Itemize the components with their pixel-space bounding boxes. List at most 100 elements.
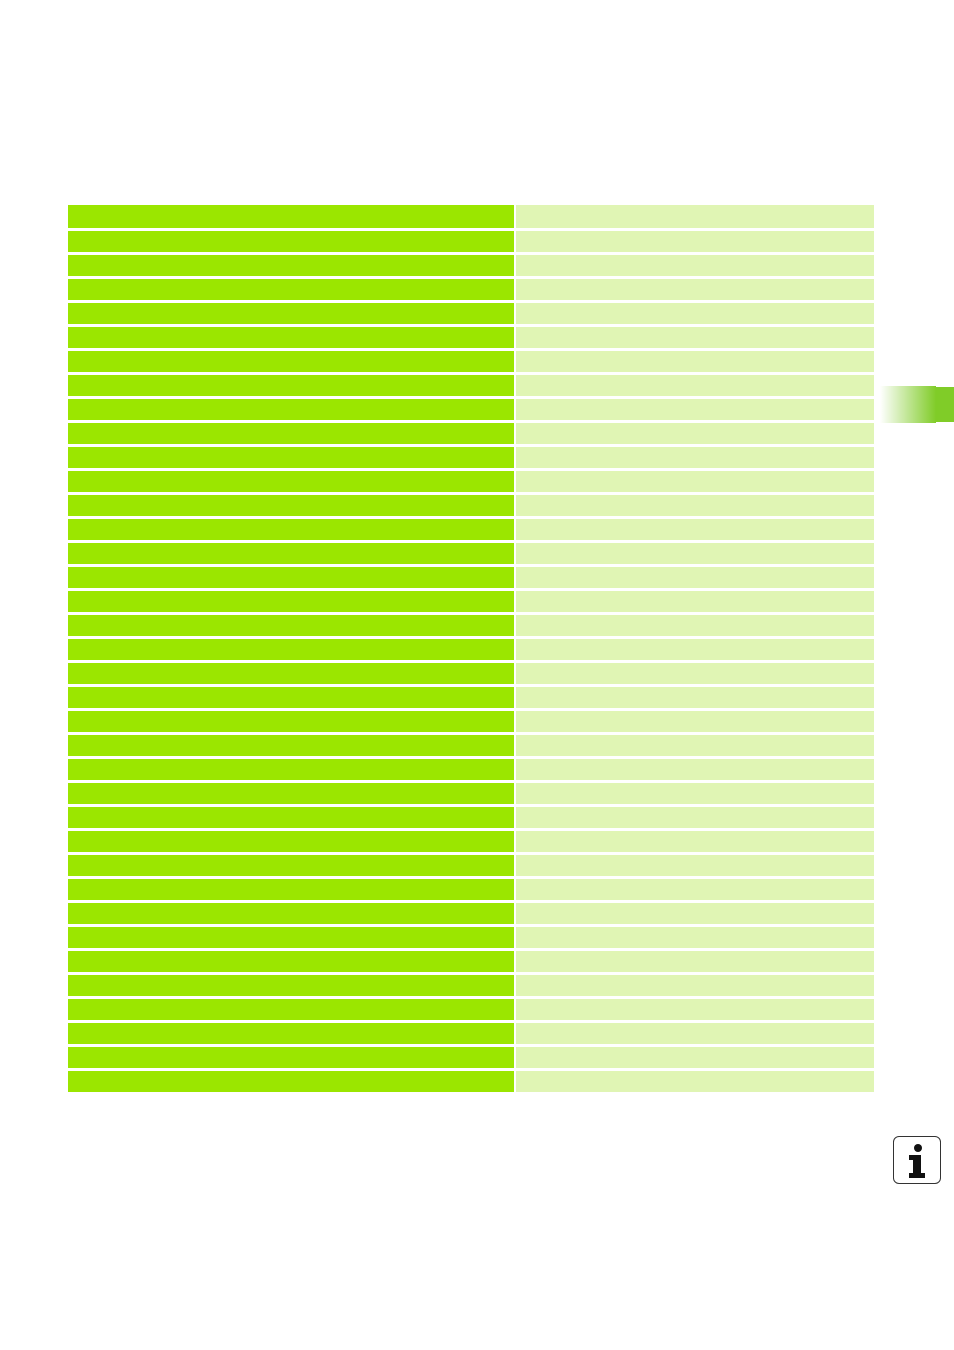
table-row [68, 711, 874, 732]
key-cell [68, 879, 514, 900]
key-cell [68, 927, 514, 948]
key-cell [68, 1071, 514, 1092]
value-cell [516, 447, 874, 468]
key-cell [68, 735, 514, 756]
value-cell [516, 807, 874, 828]
table-row [68, 1071, 874, 1092]
value-cell [516, 639, 874, 660]
table-row [68, 735, 874, 756]
key-cell [68, 399, 514, 420]
key-cell [68, 543, 514, 564]
table-row [68, 831, 874, 852]
table-row [68, 879, 874, 900]
table-row [68, 375, 874, 396]
key-cell [68, 639, 514, 660]
value-cell [516, 399, 874, 420]
key-cell [68, 447, 514, 468]
table-row [68, 1047, 874, 1068]
value-cell [516, 879, 874, 900]
value-cell [516, 663, 874, 684]
table-row [68, 351, 874, 372]
key-cell [68, 495, 514, 516]
table-row [68, 543, 874, 564]
table-row [68, 495, 874, 516]
key-cell [68, 759, 514, 780]
value-cell [516, 205, 874, 228]
key-cell [68, 279, 514, 300]
table-row [68, 423, 874, 444]
value-cell [516, 303, 874, 324]
value-cell [516, 855, 874, 876]
value-cell [516, 279, 874, 300]
value-cell [516, 711, 874, 732]
key-cell [68, 519, 514, 540]
value-cell [516, 231, 874, 252]
table-row [68, 615, 874, 636]
table-row [68, 279, 874, 300]
value-cell [516, 567, 874, 588]
key-cell [68, 855, 514, 876]
table-row [68, 519, 874, 540]
value-cell [516, 975, 874, 996]
value-cell [516, 999, 874, 1020]
value-cell [516, 615, 874, 636]
table-row [68, 927, 874, 948]
key-cell [68, 327, 514, 348]
table-row [68, 783, 874, 804]
key-cell [68, 255, 514, 276]
key-cell [68, 903, 514, 924]
key-cell [68, 783, 514, 804]
value-cell [516, 759, 874, 780]
value-cell [516, 255, 874, 276]
table-row [68, 255, 874, 276]
value-cell [516, 1047, 874, 1068]
key-cell [68, 205, 514, 228]
key-cell [68, 423, 514, 444]
key-cell [68, 231, 514, 252]
key-cell [68, 711, 514, 732]
key-cell [68, 591, 514, 612]
key-cell [68, 471, 514, 492]
table-row [68, 231, 874, 252]
value-cell [516, 951, 874, 972]
table-row [68, 327, 874, 348]
chapter-tab[interactable] [880, 386, 954, 423]
table-row [68, 855, 874, 876]
key-cell [68, 303, 514, 324]
table-row [68, 663, 874, 684]
value-cell [516, 735, 874, 756]
info-glyph-icon [909, 1144, 925, 1178]
chapter-tab-marker [936, 387, 954, 422]
key-cell [68, 375, 514, 396]
value-cell [516, 495, 874, 516]
value-cell [516, 1071, 874, 1092]
table-row [68, 999, 874, 1020]
key-cell [68, 351, 514, 372]
key-cell [68, 687, 514, 708]
table-row [68, 903, 874, 924]
key-cell [68, 1047, 514, 1068]
value-cell [516, 423, 874, 444]
info-icon [893, 1136, 941, 1184]
table-row [68, 447, 874, 468]
table-row [68, 639, 874, 660]
key-cell [68, 1023, 514, 1044]
table-row [68, 807, 874, 828]
value-cell [516, 591, 874, 612]
table-row [68, 567, 874, 588]
value-cell [516, 1023, 874, 1044]
value-cell [516, 831, 874, 852]
value-cell [516, 471, 874, 492]
value-cell [516, 327, 874, 348]
content-table [68, 205, 874, 1095]
table-row [68, 399, 874, 420]
table-row [68, 205, 874, 228]
key-cell [68, 615, 514, 636]
table-row [68, 303, 874, 324]
table-row [68, 591, 874, 612]
value-cell [516, 927, 874, 948]
key-cell [68, 807, 514, 828]
value-cell [516, 351, 874, 372]
table-row [68, 951, 874, 972]
key-cell [68, 951, 514, 972]
